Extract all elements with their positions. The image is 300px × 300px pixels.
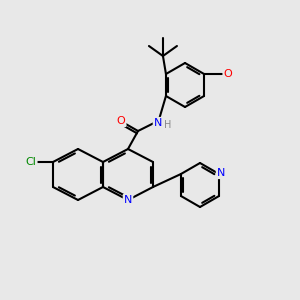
Text: O: O: [117, 116, 125, 126]
Text: O: O: [224, 69, 233, 79]
Text: N: N: [154, 118, 162, 128]
Text: Cl: Cl: [26, 157, 36, 167]
Text: N: N: [217, 168, 225, 178]
Text: H: H: [164, 120, 172, 130]
Text: N: N: [124, 195, 132, 205]
